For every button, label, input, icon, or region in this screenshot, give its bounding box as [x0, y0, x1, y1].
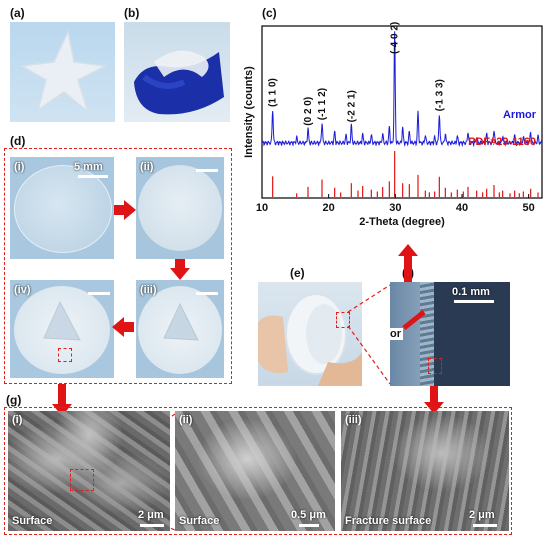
peak-annotation-0: (1 1 0): [268, 78, 279, 107]
peak-annotation-3: (-2 2 1): [346, 90, 357, 122]
caption-surface: Surface: [12, 515, 53, 527]
arrow-head: [170, 268, 190, 280]
panel-g-frame: [4, 407, 512, 535]
panel-label-g: (g): [6, 393, 22, 407]
scale-bar: [78, 175, 108, 178]
sem-image-surface-high: (ii) Surface 0.5 μm: [175, 411, 335, 531]
x-tick-label-1: 20: [323, 202, 335, 214]
x-tick-label-4: 50: [523, 202, 535, 214]
scale-label-2um: 2 μm: [138, 509, 164, 521]
y-axis-label: Intensity (counts): [243, 66, 255, 158]
scale-bar: [140, 524, 164, 527]
x-axis-label: 2-Theta (degree): [359, 216, 445, 228]
star-shape: [19, 29, 108, 115]
star-photo: [10, 22, 115, 122]
disc-photo-iv: (iv): [10, 280, 114, 378]
sem-image-surface-low: (i) Surface 2 μm: [8, 411, 170, 531]
panel-label-b: (b): [124, 6, 140, 20]
scale-bar: [88, 292, 110, 295]
disc-photo-ii: (ii): [136, 157, 224, 259]
arrow-head: [124, 200, 136, 220]
arrow-down-g-left: [58, 384, 66, 408]
arrow-right: [114, 205, 126, 215]
rolled-film-shape: [258, 293, 362, 386]
zoom-box: [428, 358, 442, 374]
scale-bar: [454, 300, 494, 303]
series-line-armor: [261, 31, 543, 148]
sem-image-fracture: (iii) Fracture surface 2 μm: [341, 411, 509, 531]
subpanel-label-d-ii: (ii): [140, 161, 154, 173]
plot-frame: [261, 25, 543, 199]
panel-label-e: (e): [290, 266, 305, 280]
cross-section-photo: 0.1 mm Armor: [390, 282, 510, 386]
arrow-head: [112, 317, 124, 337]
armor-pointer-arrow: [402, 310, 426, 330]
bent-film-photo: [124, 22, 230, 122]
rolled-film-photo: [258, 282, 362, 386]
panel-label-a: (a): [10, 6, 25, 20]
armor-edge: [420, 282, 434, 386]
disc-photo-iii: (iii): [136, 280, 224, 378]
x-tick-label-3: 40: [456, 202, 468, 214]
arrow-head: [398, 244, 418, 256]
subpanel-label-g-iii: (iii): [345, 414, 362, 426]
peak-annotation-2: (-1 1 2): [317, 88, 328, 120]
zoom-box: [58, 348, 72, 362]
panel-label-c: (c): [262, 6, 277, 20]
arrow-up: [404, 254, 412, 282]
armor-label: Armor: [390, 328, 404, 340]
scale-bar: [196, 169, 218, 172]
peak-annotation-1: (0 2 0): [303, 97, 314, 126]
scale-label-0.5um: 0.5 μm: [291, 509, 326, 521]
peak-annotation-4: (-4 0 2): [390, 22, 401, 54]
scale-label-0.1mm: 0.1 mm: [452, 286, 490, 298]
arrow-head: [424, 402, 444, 414]
subpanel-label-d-iii: (iii): [140, 284, 157, 296]
disc-transparent: [14, 165, 112, 253]
subpanel-label-g-ii: (ii): [179, 414, 193, 426]
subpanel-label-d-i: (i): [14, 161, 25, 173]
arrow-down: [175, 259, 185, 269]
peak-annotation-5: (-1 3 3): [434, 79, 445, 111]
x-tick-label-0: 10: [256, 202, 268, 214]
arrow-down-g-right: [430, 386, 438, 406]
scale-bar: [299, 524, 319, 527]
panel-label-d: (d): [10, 134, 26, 148]
zoom-box: [70, 469, 94, 491]
scale-label-2um: 2 μm: [469, 509, 495, 521]
triangle-mark: [163, 302, 199, 341]
legend-pdf: PDF#29-1160: [468, 136, 536, 148]
scale-label-5mm: 5 mm: [74, 161, 103, 173]
disc-photo-i: (i) 5 mm: [10, 157, 114, 259]
scale-bar: [196, 292, 218, 295]
legend-armor: Armor: [503, 109, 537, 121]
gloved-hand-shape: [134, 50, 224, 115]
caption-surface: Surface: [179, 515, 220, 527]
panel-d-frame: [4, 148, 232, 384]
subpanel-label-g-i: (i): [12, 414, 23, 426]
scale-bar: [473, 524, 497, 527]
x-tick-label-2: 30: [389, 202, 401, 214]
xrd-chart: Armor PDF#29-1160 (1 1 0) (0 2 0) (-1 1 2) (-…: [243, 22, 543, 228]
arrow-left: [122, 322, 134, 332]
zoom-box: [336, 312, 350, 328]
subpanel-label-d-iv: (iv): [14, 284, 31, 296]
caption-fracture-surface: Fracture surface: [345, 515, 432, 527]
triangle-mark: [43, 300, 81, 341]
disc-translucent: [138, 165, 222, 251]
